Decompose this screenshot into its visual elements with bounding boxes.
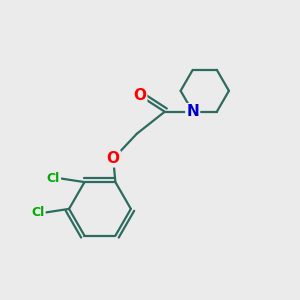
Text: O: O (133, 88, 146, 103)
Text: Cl: Cl (31, 206, 45, 219)
Text: O: O (107, 151, 120, 166)
Text: N: N (186, 104, 199, 119)
Text: Cl: Cl (47, 172, 60, 185)
